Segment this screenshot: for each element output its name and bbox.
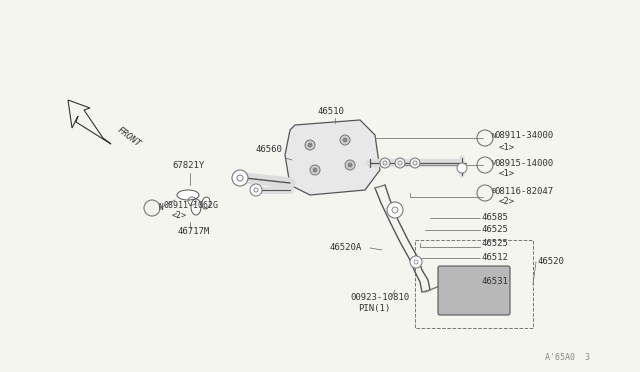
Text: 46560: 46560 [256, 145, 283, 154]
Text: FRONT: FRONT [115, 125, 142, 149]
Circle shape [395, 158, 405, 168]
Text: 08116-82047: 08116-82047 [494, 186, 553, 196]
Text: A'65A0  3: A'65A0 3 [545, 353, 590, 362]
Text: <1>: <1> [499, 142, 515, 151]
Ellipse shape [177, 190, 199, 200]
Circle shape [340, 135, 350, 145]
Circle shape [250, 184, 262, 196]
Text: 46717M: 46717M [178, 228, 211, 237]
Text: 46520A: 46520A [330, 244, 362, 253]
Circle shape [457, 163, 467, 173]
Ellipse shape [191, 199, 201, 215]
Circle shape [313, 168, 317, 172]
Circle shape [310, 165, 320, 175]
Text: 67821Y: 67821Y [172, 160, 204, 170]
Text: 46525: 46525 [482, 238, 509, 247]
Text: 08911-34000: 08911-34000 [494, 131, 553, 140]
Circle shape [410, 158, 420, 168]
Bar [415, 240, 533, 328]
Text: PIN(1): PIN(1) [358, 304, 390, 312]
Circle shape [308, 143, 312, 147]
Text: 08915-14000: 08915-14000 [494, 158, 553, 167]
Circle shape [343, 138, 347, 142]
Ellipse shape [202, 197, 210, 209]
Text: 08911-1062G: 08911-1062G [163, 201, 218, 209]
Circle shape [410, 256, 422, 268]
Text: V: V [492, 160, 496, 166]
Circle shape [345, 160, 355, 170]
Text: 46512: 46512 [482, 253, 509, 263]
Circle shape [348, 163, 352, 167]
Text: <2>: <2> [172, 211, 187, 219]
Text: N: N [492, 133, 496, 139]
Circle shape [232, 170, 248, 186]
Text: 46510: 46510 [318, 108, 345, 116]
Text: N: N [159, 203, 163, 212]
Text: <1>: <1> [499, 170, 515, 179]
Text: 46585: 46585 [482, 214, 509, 222]
FancyBboxPatch shape [438, 266, 510, 315]
Circle shape [380, 158, 390, 168]
Text: 46525: 46525 [482, 225, 509, 234]
Circle shape [305, 140, 315, 150]
Text: B: B [492, 188, 496, 194]
Text: <2>: <2> [499, 198, 515, 206]
Circle shape [387, 202, 403, 218]
Text: 00923-10810: 00923-10810 [350, 294, 409, 302]
Polygon shape [285, 120, 380, 195]
Text: 46531: 46531 [482, 278, 509, 286]
Text: 46520: 46520 [538, 257, 565, 266]
